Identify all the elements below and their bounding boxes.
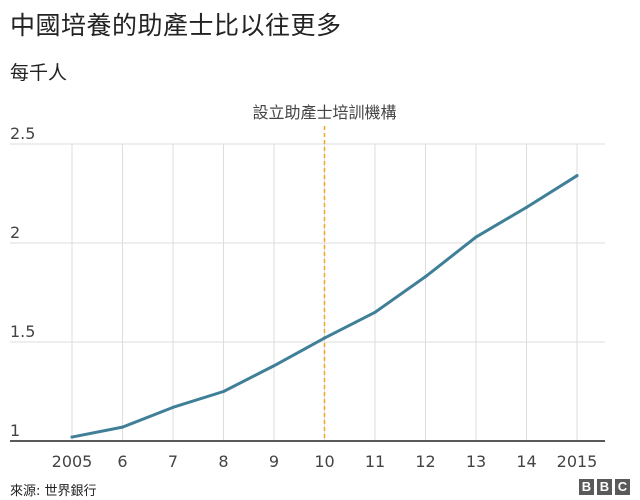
bbc-logo-letter: B <box>597 479 612 495</box>
x-tick-label: 8 <box>218 452 228 471</box>
grid-lines <box>10 143 605 441</box>
data-point <box>373 310 377 314</box>
bbc-logo: B B C <box>579 479 630 495</box>
axis-layer: 1 1.5 2 2.5 2005 6 7 8 9 10 11 12 13 14 2015 <box>10 124 605 471</box>
x-tick-label: 11 <box>365 452 385 471</box>
data-point <box>121 425 124 429</box>
y-tick-label: 2 <box>10 223 20 242</box>
x-tick-label: 9 <box>269 452 279 471</box>
x-tick-label: 10 <box>314 452 334 471</box>
x-tick-label: 12 <box>415 452 435 471</box>
bbc-logo-letter: C <box>615 479 630 495</box>
y-tick-label: 2.5 <box>10 124 35 143</box>
chart-subtitle: 每千人 <box>10 62 68 84</box>
x-tick-label: 13 <box>466 452 486 471</box>
data-point <box>525 205 528 209</box>
annotation-label: 設立助產士培訓機構 <box>252 103 396 122</box>
source-note: 來源: 世界銀行 <box>10 484 97 499</box>
x-tick-label: 2005 <box>52 452 93 471</box>
data-point <box>70 435 74 439</box>
y-tick-label: 1 <box>10 421 20 440</box>
series-layer <box>70 174 579 439</box>
data-point <box>575 174 579 178</box>
data-point <box>323 336 326 340</box>
data-point <box>171 405 175 409</box>
line-chart: 設立助產士培訓機構 1 1.5 2 2.5 2005 6 7 8 9 10 11 12 13 14 2015 <box>10 103 605 471</box>
data-point <box>474 235 478 239</box>
data-point <box>272 364 276 368</box>
x-tick-label: 2015 <box>557 452 598 471</box>
x-tick-label: 7 <box>168 452 178 471</box>
data-point <box>424 275 427 279</box>
x-tick-label: 14 <box>516 452 536 471</box>
y-tick-label: 1.5 <box>10 322 35 341</box>
data-point <box>222 390 225 393</box>
annotation-layer: 設立助產士培訓機構 <box>252 103 397 441</box>
bbc-logo-letter: B <box>579 479 594 495</box>
chart-title: 中國培養的助產士比以往更多 <box>10 11 342 40</box>
x-tick-label: 6 <box>117 452 127 471</box>
